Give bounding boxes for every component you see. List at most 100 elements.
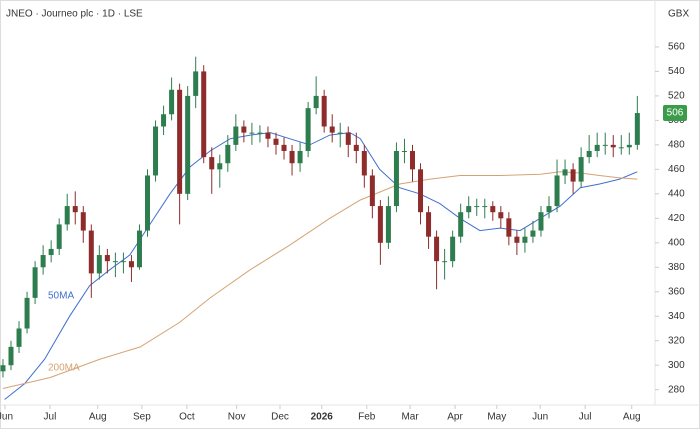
- candle-body: [345, 132, 351, 145]
- candle-body: [426, 212, 432, 237]
- candle-body: [201, 71, 207, 158]
- candle-body: [233, 126, 239, 145]
- candle-body: [177, 89, 183, 194]
- candle-body: [153, 126, 159, 176]
- candle-body: [369, 175, 375, 207]
- last-price-tag: [663, 105, 687, 122]
- candle-body: [265, 132, 271, 139]
- candle-body: [482, 206, 488, 208]
- y-tick-label: 320: [668, 335, 685, 346]
- candle-body: [490, 206, 496, 213]
- legend-label: 200MA: [48, 363, 80, 374]
- candle-body: [442, 261, 448, 263]
- candle-body: [273, 138, 279, 145]
- candle-body: [48, 248, 54, 256]
- candle-body: [385, 206, 391, 243]
- candle-body: [313, 95, 319, 109]
- candle-body: [297, 150, 303, 164]
- candle-body: [498, 212, 504, 219]
- x-tick-label: Sep: [133, 412, 151, 423]
- candle-body: [562, 169, 568, 176]
- y-tick-label: 380: [668, 262, 685, 273]
- candle-body: [32, 267, 38, 298]
- candle-body: [458, 212, 464, 237]
- x-tick-label: Jul: [579, 412, 592, 423]
- x-tick-label: May: [487, 412, 506, 423]
- candle-body: [361, 150, 367, 176]
- candle-body: [570, 169, 576, 182]
- candle-body: [8, 346, 14, 366]
- candle-body: [634, 113, 640, 145]
- y-tick-label: 420: [668, 213, 685, 224]
- candle-body: [578, 157, 584, 182]
- candle-body: [602, 144, 608, 146]
- candle-body: [40, 255, 46, 268]
- candle-body: [554, 175, 560, 207]
- moving-average: [4, 132, 638, 400]
- x-tick-label: Jun: [0, 412, 13, 423]
- candle-body: [618, 147, 624, 149]
- candle-body: [96, 255, 102, 274]
- candle-body: [64, 206, 70, 225]
- candle-body: [72, 206, 78, 213]
- candle-body: [409, 150, 415, 170]
- x-tick-label: Aug: [623, 412, 641, 423]
- candle-body: [321, 95, 327, 127]
- candle-body: [393, 150, 399, 207]
- candle-body: [128, 261, 134, 268]
- y-tick-label: 480: [668, 140, 685, 151]
- candle-body: [434, 236, 440, 262]
- x-tick-label: 2026: [311, 412, 334, 423]
- candle-body: [225, 144, 231, 164]
- candle-body: [80, 212, 86, 231]
- legend-label: 50MA: [48, 291, 74, 302]
- candle-body: [530, 230, 536, 237]
- candle-body: [514, 236, 520, 243]
- last-price: 506: [667, 108, 684, 119]
- candle-body: [506, 218, 512, 237]
- x-tick-label: Apr: [447, 412, 463, 423]
- candle-body: [401, 150, 407, 152]
- candle-body: [56, 224, 62, 249]
- currency: GBX: [668, 9, 689, 20]
- y-tick-label: 300: [668, 360, 685, 371]
- candle-body: [594, 144, 600, 151]
- y-tick-label: 560: [668, 42, 685, 53]
- candle-body: [120, 261, 126, 263]
- candle-body: [281, 144, 287, 151]
- candle-body: [241, 126, 247, 133]
- candle-body: [538, 212, 544, 231]
- x-tick-label: Oct: [179, 412, 195, 423]
- candle-body: [249, 132, 255, 134]
- candle-body: [450, 236, 456, 262]
- candle-body: [104, 255, 110, 262]
- candle-body: [161, 114, 167, 127]
- y-tick-label: 440: [668, 188, 685, 199]
- moving-average: [2, 171, 638, 389]
- candle-body: [136, 230, 142, 268]
- candle-body: [185, 95, 191, 194]
- candle-body: [145, 175, 151, 231]
- x-tick-label: Dec: [271, 412, 289, 423]
- y-tick-label: 460: [668, 164, 685, 175]
- candle-body: [329, 126, 335, 133]
- candle-body: [88, 230, 94, 274]
- candle-body: [586, 150, 592, 158]
- x-tick-label: Jul: [44, 412, 57, 423]
- candle-body: [337, 132, 343, 134]
- candle-body: [353, 144, 359, 151]
- y-tick-label: 280: [668, 384, 685, 395]
- candle-body: [0, 365, 6, 372]
- candle-body: [169, 89, 175, 115]
- y-tick-label: 360: [668, 286, 685, 297]
- y-tick-label: 400: [668, 237, 685, 248]
- y-tick-label: 520: [668, 91, 685, 102]
- x-tick-label: Jun: [532, 412, 548, 423]
- candle-body: [466, 206, 472, 213]
- x-tick-label: Aug: [89, 412, 107, 423]
- candle-body: [16, 328, 22, 347]
- candle-body: [217, 163, 223, 170]
- candle-body: [418, 169, 424, 213]
